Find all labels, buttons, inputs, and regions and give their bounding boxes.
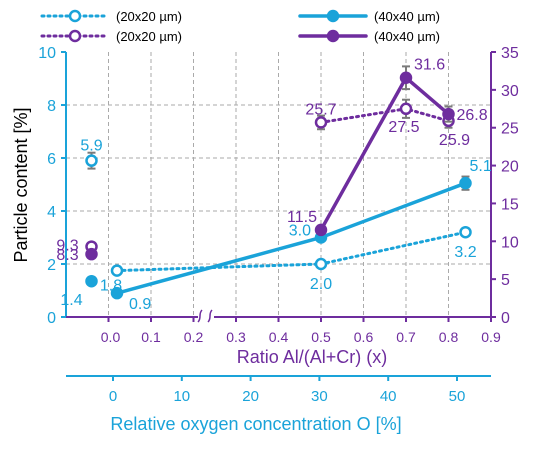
- left-y-tick-label: 6: [47, 151, 56, 168]
- x-tick-label: 0.0: [101, 329, 121, 345]
- right-y-tick-label: 10: [501, 234, 519, 251]
- data-label: 1.8: [100, 278, 122, 295]
- data-point: [110, 264, 124, 277]
- data-label: 3.2: [454, 244, 476, 261]
- data-label: 26.8: [457, 107, 488, 124]
- data-point: [314, 257, 328, 271]
- x-tick-label: 0.8: [439, 329, 459, 345]
- data-point: [85, 154, 98, 167]
- legend-label: (20x20 µm): [116, 29, 182, 44]
- data-label: 0.9: [129, 296, 151, 313]
- x-tick-label: 0.4: [269, 329, 289, 345]
- x-axis-title: Ratio Al/(Al+Cr) (x): [237, 347, 388, 367]
- data-label: 2.0: [310, 276, 332, 293]
- x2-tick-label: 10: [173, 388, 190, 405]
- right-y-tick-label: 0: [501, 310, 510, 327]
- data-label: 25.9: [439, 132, 470, 149]
- data-point: [459, 225, 472, 239]
- axis-break-mark: [197, 309, 213, 323]
- x-tick-label: 0.3: [226, 329, 246, 345]
- legend-item: (40x40 µm): [298, 29, 440, 44]
- left-y-tick-label: 2: [47, 257, 56, 274]
- x-tick-label: 0.6: [354, 329, 374, 345]
- x-tick-label: 0.1: [141, 329, 161, 345]
- legend-swatch-marker: [326, 29, 340, 43]
- x2-tick-label: 40: [380, 388, 397, 405]
- legend-label: (20x20 µm): [116, 9, 182, 24]
- data-point: [399, 71, 413, 84]
- data-point: [459, 176, 472, 190]
- x-tick-label: 0.7: [396, 329, 416, 345]
- right-y-tick-label: 20: [501, 159, 519, 176]
- data-label: 8.3: [56, 247, 78, 264]
- x-tick-label: 0.5: [311, 329, 331, 345]
- data-point: [314, 116, 328, 129]
- data-label: 27.5: [388, 119, 419, 136]
- data-point: [85, 247, 98, 261]
- series-layer: [85, 65, 472, 300]
- right-y-tick-label: 15: [501, 196, 519, 213]
- data-point: [85, 274, 98, 288]
- series-0: [85, 151, 472, 277]
- right-y-tick-label: 35: [501, 45, 519, 62]
- legend: (20x20 µm) (20x20 µm) (40x40 µm) (40x40 µm): [40, 9, 440, 44]
- data-label: 1.4: [60, 292, 82, 309]
- left-y-tick-label: 8: [47, 98, 56, 115]
- data-label: 5.1: [470, 158, 492, 175]
- data-label: 31.6: [414, 57, 445, 74]
- legend-item: (20x20 µm): [40, 29, 182, 44]
- right-y-tick-label: 30: [501, 83, 519, 100]
- data-point: [399, 102, 413, 116]
- series-3: [85, 65, 455, 261]
- legend-swatch-marker: [326, 9, 340, 23]
- legend-item: (40x40 µm): [298, 9, 440, 24]
- series-line: [319, 75, 451, 232]
- data-label: 25.7: [305, 101, 336, 118]
- x2-tick-label: 30: [311, 388, 328, 405]
- labels-layer: 5.9 1.8 2.0 3.2 9.3 25.7 27.5 25.9 1.4 0.9 3.0 5.1 8…: [56, 57, 491, 313]
- left-y-tick-label: 0: [47, 310, 56, 327]
- x-tick-label: 0.2: [184, 329, 204, 345]
- data-label: 3.0: [289, 223, 311, 240]
- data-label: 5.9: [80, 138, 102, 155]
- right-y-tick-label: 5: [501, 272, 510, 289]
- legend-item: (20x20 µm): [40, 9, 182, 24]
- data-point: [442, 107, 455, 121]
- legend-swatch-marker: [68, 29, 82, 43]
- x2-axis-title: Relative oxygen concentration O [%]: [110, 414, 401, 434]
- data-label: 11.5: [287, 209, 317, 226]
- axes-layer: 0 2 4 6 8 10 0 5 10 15 20 25 30 35 0.0 0.1 0.2 0.3 0.4 0.5 0…: [38, 45, 519, 405]
- legend-swatch-marker: [68, 9, 82, 23]
- left-y-tick-label: 4: [47, 204, 56, 221]
- right-y-tick-label: 25: [501, 121, 519, 138]
- data-label: 9.3: [56, 238, 78, 255]
- x2-tick-label: 20: [242, 388, 259, 405]
- y-axis-title: Particle content [%]: [11, 107, 31, 262]
- x2-tick-label: 0: [109, 388, 117, 405]
- x2-tick-label: 50: [449, 388, 466, 405]
- x-tick-label: 0.9: [481, 329, 501, 345]
- data-point: [314, 223, 328, 237]
- legend-label: (40x40 µm): [374, 9, 440, 24]
- left-y-tick-label: 10: [38, 45, 56, 62]
- data-point: [110, 286, 124, 300]
- grid-layer: [66, 52, 491, 317]
- legend-label: (40x40 µm): [374, 29, 440, 44]
